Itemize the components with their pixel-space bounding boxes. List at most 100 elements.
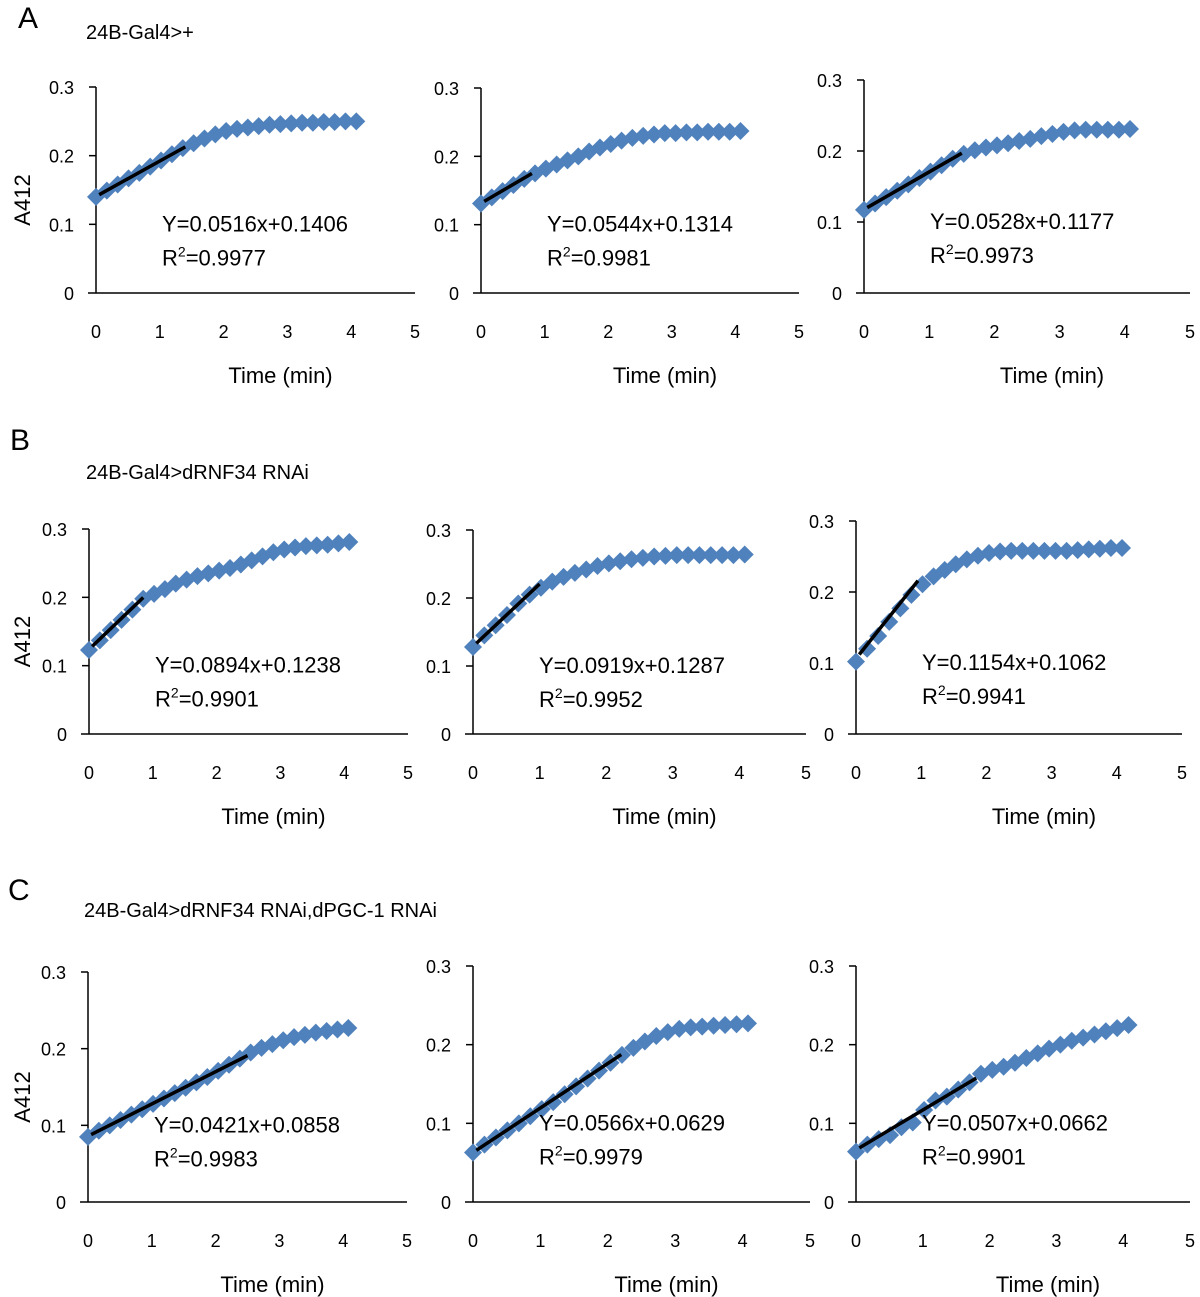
r-squared-symbol: R: [154, 1146, 170, 1171]
panel-a2-x-tick-label: 1: [540, 322, 550, 342]
panel-b1-y-tick-label: 0.2: [42, 588, 67, 608]
panel-b1-y-axis-label: A412: [10, 616, 35, 667]
panel-letter-c: C: [8, 874, 30, 907]
panel-b3-x-tick-label: 2: [981, 763, 991, 783]
panel-b2-x-tick-label: 4: [734, 763, 744, 783]
panel-c1-y-tick-label: 0.3: [41, 963, 66, 983]
panel-b1-data-point: [307, 536, 326, 555]
panel-c2-data-point: [727, 1015, 746, 1034]
panel-a3-fit-line: [866, 151, 963, 210]
panel-a2-data-point: [677, 123, 696, 142]
r-squared-value: =0.9901: [946, 1144, 1026, 1169]
r-squared-symbol: R: [539, 687, 555, 712]
r-squared-value: =0.9952: [563, 687, 643, 712]
panel-b3-data-point: [1090, 539, 1109, 558]
panel-b2-x-tick-label: 2: [601, 763, 611, 783]
panel-b2-data-point: [611, 552, 630, 571]
panel-c3-x-tick-label: 0: [851, 1231, 861, 1251]
panel-b3-x-tick-label: 3: [1047, 763, 1057, 783]
panel-a2-data-point: [731, 122, 750, 141]
panel-a2-fit-line: [483, 171, 533, 203]
panel-a3-x-tick-label: 4: [1120, 322, 1130, 342]
row-title-b: 24B-Gal4>dRNF34 RNAi: [86, 462, 309, 484]
panel-b3-r-squared: R2=0.9941: [922, 682, 1026, 709]
panel-b1-y-tick-label: 0.1: [42, 657, 67, 677]
panel-c2-y-tick-label: 0.2: [426, 1036, 451, 1056]
r-squared-superscript: 2: [178, 243, 186, 259]
panel-a2-x-tick-label: 3: [667, 322, 677, 342]
panel-a3-data-point: [1109, 120, 1128, 139]
r-squared-superscript: 2: [938, 1142, 946, 1158]
panel-b2-data-point: [599, 554, 618, 573]
panel-a3-data-point: [1098, 120, 1117, 139]
panel-b1-x-tick-label: 4: [339, 763, 349, 783]
panel-b2-equation: Y=0.0919x+0.1287: [539, 653, 725, 678]
panel-b3-data-point: [1024, 541, 1043, 560]
panel-a2-data-point: [699, 122, 718, 141]
panel-a3-r-squared: R2=0.9973: [930, 241, 1034, 268]
panel-a1-y-tick-label: 0.2: [49, 147, 74, 167]
panel-b1-x-tick-label: 1: [148, 763, 158, 783]
panel-a2-data-point: [634, 126, 653, 145]
panel-b1-equation: Y=0.0894x+0.1238: [155, 653, 341, 678]
r-squared-superscript: 2: [555, 1142, 563, 1158]
panel-c2-equation: Y=0.0566x+0.0629: [539, 1110, 725, 1135]
panel-b3-data-point: [1068, 541, 1087, 560]
panel-b1-x-tick-label: 3: [275, 763, 285, 783]
panel-c2-r-squared: R2=0.9979: [539, 1142, 643, 1169]
panel-b3-data-point: [1013, 541, 1032, 560]
panel-c3-y-tick-label: 0.1: [809, 1114, 834, 1134]
panel-c2-data-point: [704, 1016, 723, 1035]
panel-a1-equation: Y=0.0516x+0.1406: [162, 211, 348, 236]
panel-a3-x-tick-label: 0: [859, 322, 869, 342]
panel-a2-r-squared: R2=0.9981: [547, 244, 651, 271]
panel-a2-y-tick-label: 0: [449, 284, 459, 304]
panel-b1-y-tick-label: 0.3: [42, 520, 67, 540]
panel-c2-x-tick-label: 3: [670, 1231, 680, 1251]
panel-a2-data-point: [655, 124, 674, 143]
panel-b2-x-tick-label: 1: [535, 763, 545, 783]
panel-c2-data-point: [716, 1016, 735, 1034]
r-squared-superscript: 2: [938, 682, 946, 698]
panel-a1-data-point: [336, 112, 355, 131]
panel-b3-y-tick-label: 0.2: [809, 583, 834, 603]
panel-a2-data-point: [688, 123, 707, 142]
panel-a1-r-squared: R2=0.9977: [162, 243, 266, 270]
panel-a2-y-tick-label: 0.1: [434, 216, 459, 236]
panel-c1-x-tick-label: 5: [402, 1231, 412, 1251]
panel-a3-data-point: [1121, 119, 1140, 138]
r-squared-superscript: 2: [171, 685, 179, 701]
panel-b3-fit-line: [857, 579, 920, 656]
panel-a3-data-point: [1054, 122, 1073, 141]
panel-b1-data-point: [318, 535, 337, 554]
panel-b3-data-point: [1079, 540, 1098, 559]
panel-c3-y-tick-label: 0.3: [809, 957, 834, 977]
r-squared-value: =0.9979: [563, 1144, 643, 1169]
panel-b3-data-point: [891, 599, 910, 618]
panel-a1-y-tick-label: 0.3: [49, 78, 74, 98]
panel-b3-x-tick-label: 0: [851, 763, 861, 783]
panel-c2-x-tick-label: 2: [603, 1231, 613, 1251]
panel-a3-data-point: [1065, 121, 1084, 140]
panel-c2-y-tick-label: 0.3: [426, 957, 451, 977]
panel-b3-data-point: [869, 627, 888, 646]
panel-a3-y-tick-label: 0.3: [817, 71, 842, 91]
panel-b2-data-point: [622, 550, 641, 569]
panel-c3-fit-line: [858, 1076, 978, 1150]
panel-c3-x-tick-label: 3: [1051, 1231, 1061, 1251]
panel-b3-data-point: [991, 542, 1010, 561]
r-squared-value: =0.9977: [186, 245, 266, 270]
panel-a1-data-point: [303, 113, 322, 132]
panel-a1-y-axis-label: A412: [10, 174, 35, 225]
panel-a2-data-point: [709, 122, 728, 141]
panel-b1-data-point: [286, 538, 305, 557]
r-squared-symbol: R: [922, 1144, 938, 1169]
panel-c3-x-tick-label: 4: [1118, 1231, 1128, 1251]
panel-a3-y-tick-label: 0: [832, 284, 842, 304]
panel-b2-y-tick-label: 0.2: [426, 589, 451, 609]
panel-c2-x-tick-label: 1: [535, 1231, 545, 1251]
panel-c1-data-point: [306, 1023, 325, 1042]
panel-b3-data-point: [1046, 541, 1065, 560]
panel-b1-fit-line: [90, 596, 145, 648]
panel-b3-y-tick-label: 0: [824, 725, 834, 745]
